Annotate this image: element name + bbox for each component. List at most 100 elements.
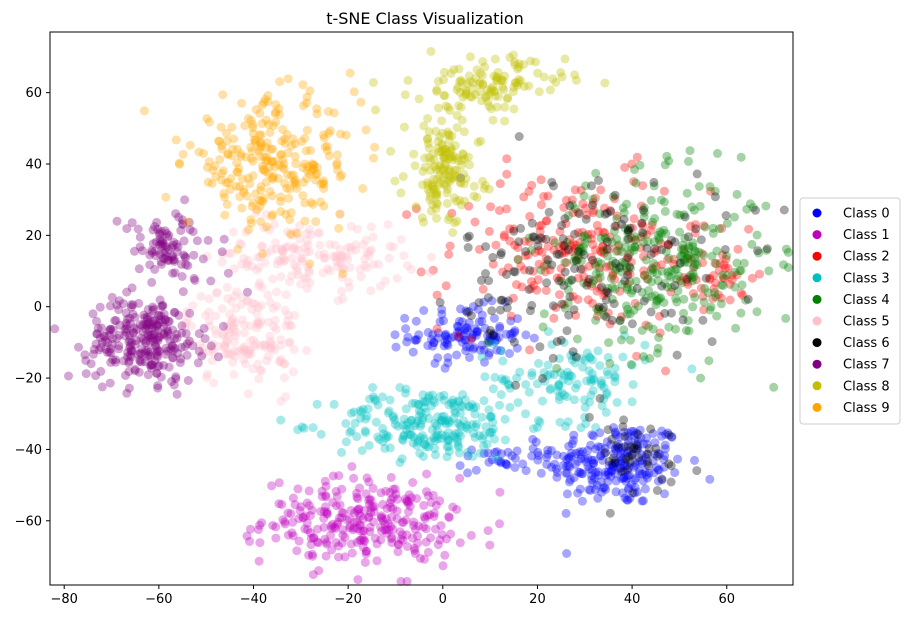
data-point: [596, 451, 606, 461]
data-point: [615, 263, 625, 273]
data-point: [631, 276, 641, 286]
data-point: [608, 269, 618, 278]
data-point: [443, 436, 453, 446]
data-point: [661, 366, 671, 376]
legend-item: Class 5: [812, 315, 890, 330]
data-point: [631, 235, 641, 245]
data-point: [126, 352, 136, 362]
data-point: [124, 367, 134, 376]
data-point: [280, 305, 290, 315]
data-point: [271, 107, 281, 117]
data-point: [629, 462, 639, 472]
data-point: [410, 543, 419, 553]
data-point: [154, 332, 164, 342]
data-point: [272, 259, 282, 269]
data-point: [510, 326, 520, 336]
data-point: [630, 232, 640, 242]
data-point: [138, 335, 148, 345]
data-point: [252, 265, 262, 275]
x-tick-label: 60: [718, 592, 735, 607]
data-point: [624, 463, 634, 473]
data-point: [592, 286, 602, 296]
data-point: [439, 90, 449, 100]
data-point: [664, 322, 674, 332]
data-point: [439, 316, 448, 326]
data-point: [388, 524, 398, 534]
data-point: [648, 324, 658, 334]
data-point: [628, 488, 638, 498]
data-point: [260, 340, 270, 350]
data-point: [543, 371, 553, 381]
data-point: [543, 449, 553, 459]
data-point: [338, 525, 348, 535]
data-point: [497, 449, 506, 459]
data-point: [176, 354, 186, 364]
data-point: [472, 327, 482, 337]
data-point: [448, 502, 458, 512]
data-point: [601, 262, 611, 272]
data-point: [450, 432, 460, 442]
data-point: [604, 456, 614, 466]
data-point: [587, 475, 597, 485]
data-point: [573, 295, 583, 304]
data-point: [411, 204, 421, 214]
series-class-2: [402, 152, 764, 376]
data-point: [96, 366, 106, 376]
data-point: [619, 214, 629, 224]
x-tick-label: 0: [439, 592, 447, 607]
data-point: [442, 442, 452, 452]
data-point: [329, 399, 339, 409]
data-point: [602, 388, 612, 398]
data-point: [338, 530, 348, 540]
data-point: [435, 317, 445, 327]
data-point: [431, 524, 440, 534]
data-point: [267, 157, 277, 167]
data-point: [541, 254, 551, 264]
data-point: [444, 130, 454, 140]
data-point: [483, 448, 493, 458]
data-point: [514, 62, 524, 72]
data-point: [651, 300, 661, 310]
data-point: [572, 379, 582, 389]
data-point: [323, 107, 333, 116]
data-point: [461, 323, 471, 333]
data-point: [638, 221, 648, 231]
data-point: [623, 250, 633, 260]
data-point: [232, 144, 242, 154]
data-point: [576, 185, 586, 195]
data-point: [567, 200, 577, 210]
data-point: [183, 217, 193, 227]
data-point: [488, 115, 498, 125]
data-point: [588, 298, 597, 308]
data-point: [490, 337, 500, 347]
data-point: [352, 505, 362, 515]
data-point: [666, 266, 676, 276]
data-point: [264, 169, 273, 179]
data-point: [638, 181, 648, 191]
data-point: [402, 496, 412, 506]
data-point: [414, 521, 424, 531]
data-point: [444, 154, 454, 164]
data-point: [92, 329, 102, 339]
data-point: [484, 457, 494, 467]
data-point: [206, 276, 216, 286]
data-point: [302, 165, 312, 175]
data-point: [258, 249, 268, 259]
x-tick-label: 40: [624, 592, 641, 607]
data-point: [301, 274, 311, 284]
data-point: [454, 442, 464, 452]
data-point: [147, 363, 156, 373]
data-point: [489, 86, 499, 96]
data-point: [163, 255, 173, 265]
data-point: [565, 370, 575, 380]
data-point: [319, 201, 329, 211]
data-point: [368, 78, 378, 87]
data-point: [283, 530, 293, 540]
data-point: [156, 315, 166, 325]
data-point: [597, 282, 606, 292]
data-point: [675, 258, 685, 268]
data-point: [154, 318, 164, 328]
data-point: [655, 328, 665, 338]
data-point: [106, 324, 116, 334]
data-point: [639, 203, 649, 213]
